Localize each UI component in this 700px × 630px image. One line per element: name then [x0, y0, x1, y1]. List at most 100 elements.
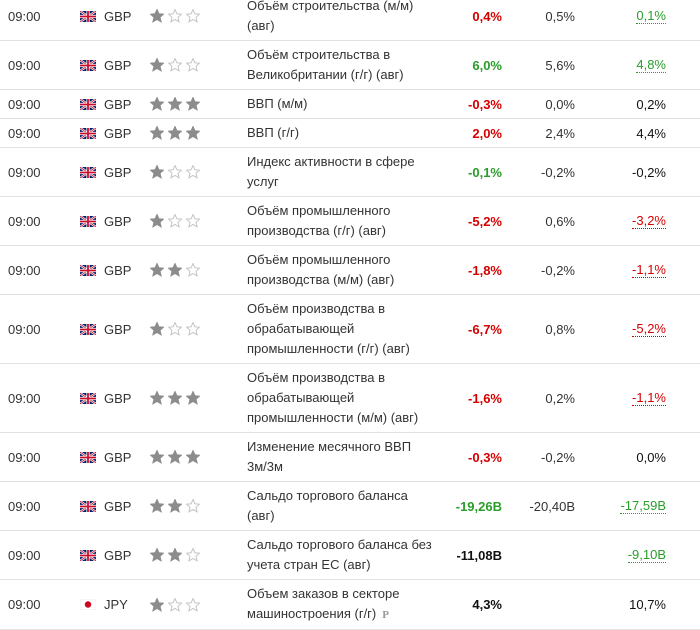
previous: 10,7% [585, 580, 666, 629]
previous-value: 0,0% [636, 449, 666, 465]
event-name: Объём строительства (м/м) (авг) [247, 0, 447, 40]
actual: 4,3% [472, 597, 502, 612]
star-empty [186, 9, 200, 23]
previous: 0,2% [585, 90, 666, 118]
event-line: ВВП (м/м) [247, 96, 308, 111]
event-name: Изменение месячного ВВП 3м/3м [247, 433, 447, 481]
time: 09:00 [8, 498, 41, 514]
forecast: -0,2% [505, 246, 575, 294]
star-filled [168, 263, 182, 277]
star-filled [168, 97, 182, 111]
time: 09:00 [8, 547, 41, 563]
currency: GBP [104, 164, 132, 180]
flag-icon [80, 323, 96, 335]
previous: -1,1% [585, 246, 666, 294]
flag-icon [80, 599, 96, 610]
previous-value: 10,7% [629, 597, 666, 612]
previous-value: 4,8% [636, 56, 666, 73]
calendar-row: 09:00 GBP Объём строительства в Великобрита… [0, 41, 700, 90]
previous: -9,10B [585, 531, 666, 579]
star-filled [150, 548, 164, 562]
importance-stars [150, 41, 200, 89]
star-filled [150, 9, 164, 23]
forecast: -0,2% [505, 148, 575, 196]
previous: 0,1% [585, 0, 666, 40]
star-filled [150, 322, 164, 336]
star-empty [186, 499, 200, 513]
event-name: Объём производства в обрабатывающей промыш… [247, 364, 447, 432]
star-filled [150, 126, 164, 140]
previous-value: 0,2% [636, 96, 666, 112]
event-line: Объём промышленного [247, 252, 391, 267]
importance-stars [150, 197, 200, 245]
importance-stars [150, 246, 200, 294]
currency: GBP [104, 213, 132, 229]
event-line: (авг) [247, 18, 275, 33]
calendar-row: 09:00 JPY Объем заказов в секторе машиностр… [0, 580, 700, 630]
currency: GBP [104, 96, 132, 112]
actual: -5,2% [468, 213, 502, 229]
actual: -1,6% [468, 390, 502, 406]
flag-icon [80, 215, 96, 227]
event-line: производства (г/г) (авг) [247, 223, 386, 238]
star-filled [150, 165, 164, 179]
previous-value: 0,1% [636, 7, 666, 24]
event-name: ВВП (г/г) [247, 119, 447, 147]
star-filled [150, 597, 164, 612]
forecast-value: -20,40B [529, 498, 575, 514]
previous: -0,2% [585, 148, 666, 196]
preliminary-icon: P [382, 609, 389, 621]
time: 09:00 [8, 262, 41, 278]
forecast: 0,0% [505, 90, 575, 118]
previous: -5,2% [585, 295, 666, 363]
time: 09:00 [8, 96, 41, 112]
event-line: обрабатывающей [247, 390, 355, 405]
forecast-value: 0,5% [545, 8, 575, 24]
calendar-row: 09:00 GBP Сальдо торгового баланса без учет… [0, 531, 700, 580]
calendar-row: 09:00 GBP Изменение месячного ВВП 3м/3м -0,3… [0, 433, 700, 482]
importance-stars [150, 531, 200, 579]
calendar-row: 09:00 GBP Сальдо торгового баланса (авг) -19… [0, 482, 700, 531]
actual: 2,0% [472, 125, 502, 141]
importance-stars [150, 0, 200, 40]
forecast: 0,5% [505, 0, 575, 40]
time: 09:00 [8, 321, 41, 337]
star-filled [150, 391, 164, 405]
importance-stars [150, 364, 200, 432]
event-line: промышленности (г/г) (авг) [247, 341, 410, 356]
currency: GBP [104, 262, 132, 278]
event-line: промышленности (м/м) (авг) [247, 410, 419, 425]
previous-value: 4,4% [636, 125, 666, 141]
star-filled [168, 126, 182, 140]
star-empty [186, 165, 200, 179]
importance-stars [150, 580, 200, 629]
event-line: Объём строительства в [247, 47, 391, 62]
actual: -19,26B [455, 498, 502, 514]
forecast: 0,8% [505, 295, 575, 363]
forecast-value: 0,6% [545, 213, 575, 229]
currency: GBP [104, 321, 132, 337]
actual: -11,08B [456, 547, 502, 563]
forecast: 2,4% [505, 119, 575, 147]
previous-value: -5,2% [632, 320, 666, 337]
previous: 4,4% [585, 119, 666, 147]
previous-value: -9,10B [627, 546, 666, 563]
forecast [505, 580, 575, 629]
flag-icon [80, 264, 96, 276]
star-filled [186, 97, 200, 111]
importance-stars [150, 148, 200, 196]
flag [80, 0, 96, 40]
calendar-row: 09:00 GBP ВВП (г/г) 2,0% 2,4% 4,4% [0, 119, 700, 148]
flag-icon [80, 166, 96, 178]
event-line: обрабатывающей [247, 321, 355, 336]
currency: GBP [104, 57, 132, 73]
forecast-value: 5,6% [545, 57, 575, 73]
event-line: Объём производства в [247, 301, 386, 316]
star-filled [150, 450, 164, 464]
currency: GBP [104, 498, 132, 514]
previous-value: -17,59B [620, 497, 666, 514]
flag [80, 41, 96, 89]
flag-icon [80, 451, 96, 463]
star-filled [168, 499, 182, 513]
